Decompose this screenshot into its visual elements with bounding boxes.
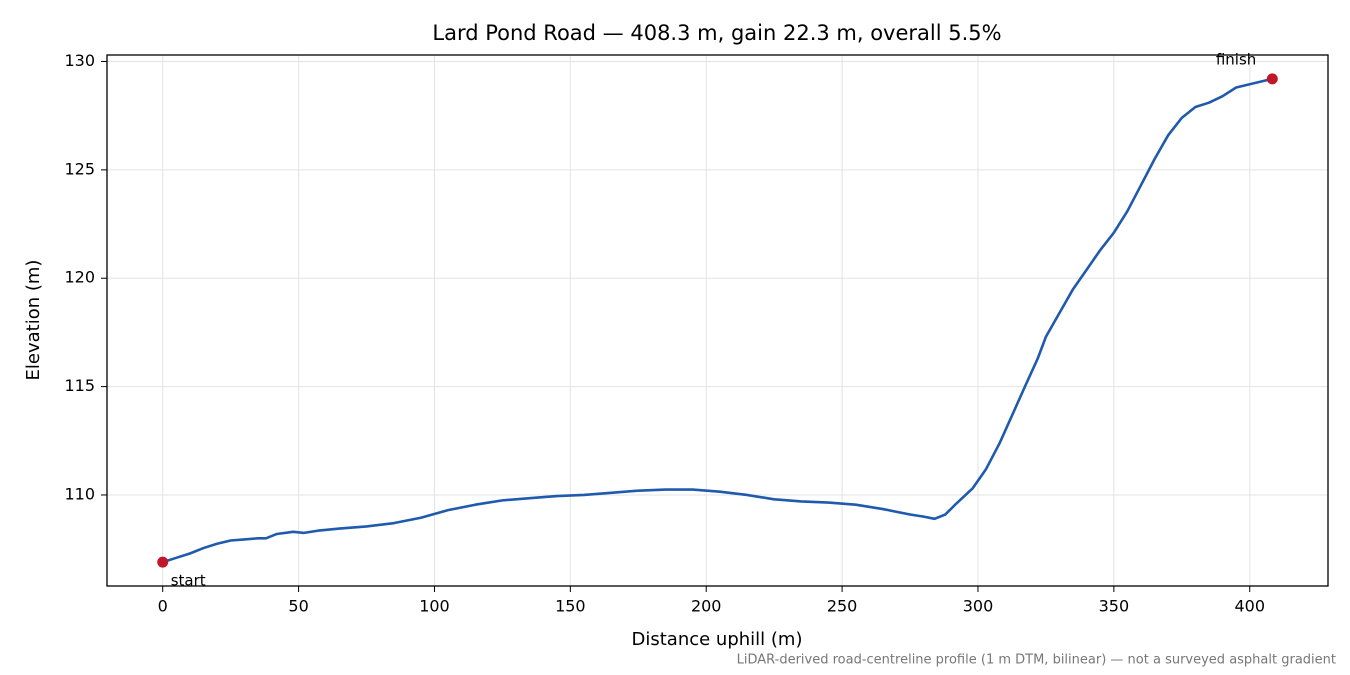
- y-tick-label: 120: [64, 268, 95, 287]
- footnote: LiDAR-derived road-centreline profile (1…: [737, 653, 1336, 668]
- y-tick-label: 110: [64, 484, 95, 503]
- end-marker: [157, 556, 169, 568]
- x-tick-label: 300: [963, 597, 994, 616]
- y-tick-label: 130: [64, 51, 95, 70]
- x-tick-label: 100: [419, 597, 450, 616]
- x-axis-label: Distance uphill (m): [632, 629, 803, 650]
- plot-frame: [106, 54, 1329, 587]
- x-tick-label: 250: [827, 597, 858, 616]
- y-tick-label: 125: [64, 159, 95, 178]
- marker-label: start: [171, 572, 206, 590]
- x-tick-label: 0: [158, 597, 168, 616]
- end-marker: [1266, 73, 1278, 85]
- x-tick-label: 350: [1099, 597, 1130, 616]
- x-tick-label: 400: [1234, 597, 1265, 616]
- line: [162, 77, 1273, 564]
- marker-label: finish: [1216, 50, 1256, 68]
- x-tick-label: 200: [691, 597, 722, 616]
- y-axis-label: Elevation (m): [23, 260, 44, 381]
- x-tick-label: 150: [555, 597, 586, 616]
- x-tick-label: 50: [288, 597, 308, 616]
- chart-title: Lard Pond Road — 408.3 m, gain 22.3 m, o…: [432, 21, 1001, 45]
- y-tick-label: 115: [64, 376, 95, 395]
